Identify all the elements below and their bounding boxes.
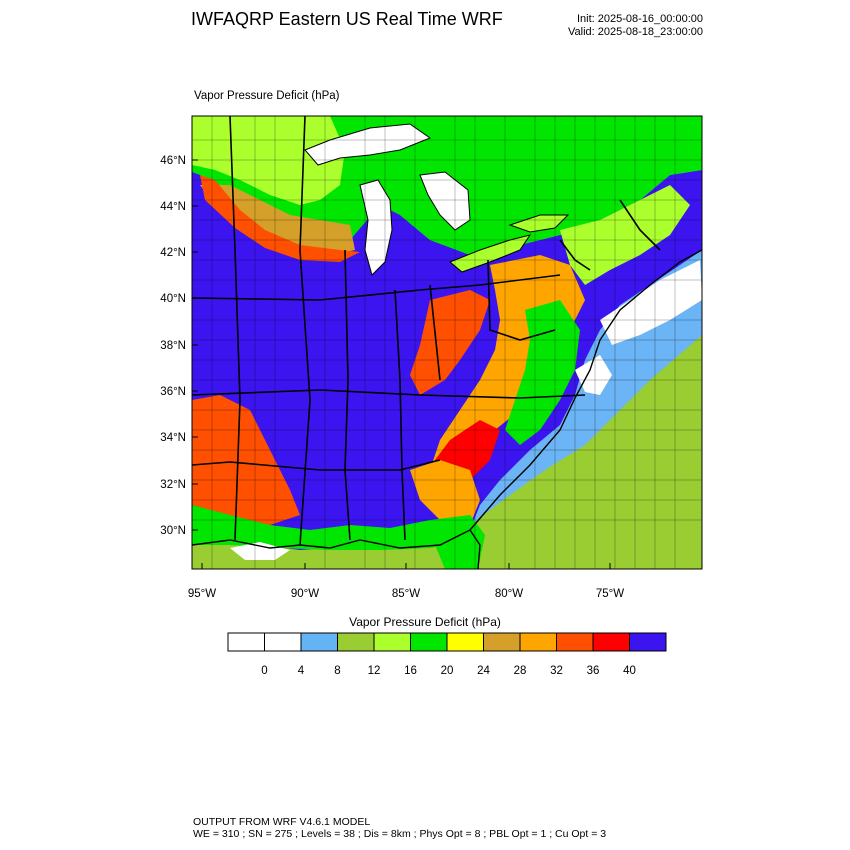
colorbar-title: Vapor Pressure Deficit (hPa) <box>349 615 501 629</box>
gulf-coastline <box>192 529 481 569</box>
colorbar-swatch <box>373 632 411 652</box>
colorbar-tick-label: 12 <box>368 665 381 677</box>
colorbar-tick-label: 4 <box>298 665 305 677</box>
colorbar-tick-label: 0 <box>261 665 267 677</box>
lon-label: 85°W <box>392 588 420 600</box>
county-lines <box>192 116 702 569</box>
minnesota-red-zone <box>200 175 360 262</box>
map-field <box>192 116 702 569</box>
colorbar-swatch <box>300 632 338 652</box>
coastal-green-zone <box>505 300 580 445</box>
colorbar: 0 4 8 12 16 20 24 28 32 36 40 <box>227 632 667 677</box>
ohio-red-zone <box>410 290 490 395</box>
colorbar-tick-label: 40 <box>623 665 636 677</box>
colorbar-swatch <box>556 632 594 652</box>
gulf-coast-green-zone <box>192 505 470 550</box>
lat-label: 46°N <box>160 155 186 167</box>
lon-label: 75°W <box>596 588 624 600</box>
georgia-orange-zone <box>410 460 480 525</box>
init-time: Init: 2025-08-16_00:00:00 <box>577 13 703 25</box>
lat-label: 42°N <box>160 247 186 259</box>
colorbar-tick-label: 8 <box>334 665 340 677</box>
colorbar-swatch <box>227 632 265 652</box>
colorbar-tick-label: 32 <box>550 665 563 677</box>
run-info: Init: 2025-08-16_00:00:00 Valid: 2025-08… <box>568 13 703 39</box>
colorbar-tick-label: 24 <box>477 665 490 677</box>
colorbar-swatch <box>629 632 667 652</box>
colorbar-swatch <box>446 632 484 652</box>
atlantic-coastline <box>469 249 702 531</box>
colorbar-swatch <box>592 632 630 652</box>
colorbar-tick-label: 28 <box>514 665 527 677</box>
lon-label: 95°W <box>188 588 216 600</box>
field-label: Vapor Pressure Deficit (hPa) <box>194 90 340 102</box>
colorbar-swatch <box>483 632 521 652</box>
map-frame <box>191 115 703 570</box>
chesapeake-white <box>575 355 612 395</box>
offshore-green <box>192 335 702 569</box>
lat-label: 38°N <box>160 340 186 352</box>
colorbar-swatch <box>337 632 375 652</box>
lon-label: 80°W <box>495 588 523 600</box>
colorbar-tick-label: 20 <box>441 665 454 677</box>
colorbar-swatch <box>264 632 302 652</box>
lat-label: 36°N <box>160 386 186 398</box>
model-footer: OUTPUT FROM WRF V4.6.1 MODEL WE = 310 ; … <box>193 816 606 840</box>
colorbar-swatch <box>410 632 448 652</box>
lat-label: 34°N <box>160 432 186 444</box>
colorbar-tick-label: 36 <box>587 665 600 677</box>
gulf-west-red-zone <box>192 395 300 525</box>
lake-erie <box>449 234 532 273</box>
chart-title: IWFAQRP Eastern US Real Time WRF <box>191 9 503 29</box>
lat-label: 40°N <box>160 293 186 305</box>
offshore-white-band <box>600 260 702 345</box>
footer-line-1: OUTPUT FROM WRF V4.6.1 MODEL <box>193 816 371 828</box>
lon-label: 90°W <box>291 588 319 600</box>
valid-time: Valid: 2025-08-18_23:00:00 <box>568 26 703 38</box>
longitude-axis: 95°W 90°W 85°W 80°W 75°W <box>188 563 624 600</box>
footer-line-2: WE = 310 ; SN = 275 ; Levels = 38 ; Dis … <box>193 828 607 840</box>
lat-label: 32°N <box>160 479 186 491</box>
lat-label: 44°N <box>160 201 186 213</box>
colorbar-swatch <box>519 632 557 652</box>
colorbar-tick-label: 16 <box>404 665 417 677</box>
state-boundaries <box>192 116 661 546</box>
lake-huron <box>419 171 471 231</box>
latitude-axis: 46°N 44°N 42°N 40°N 38°N 36°N 34°N 32°N 30°N <box>160 155 198 537</box>
lat-label: 30°N <box>160 525 186 537</box>
